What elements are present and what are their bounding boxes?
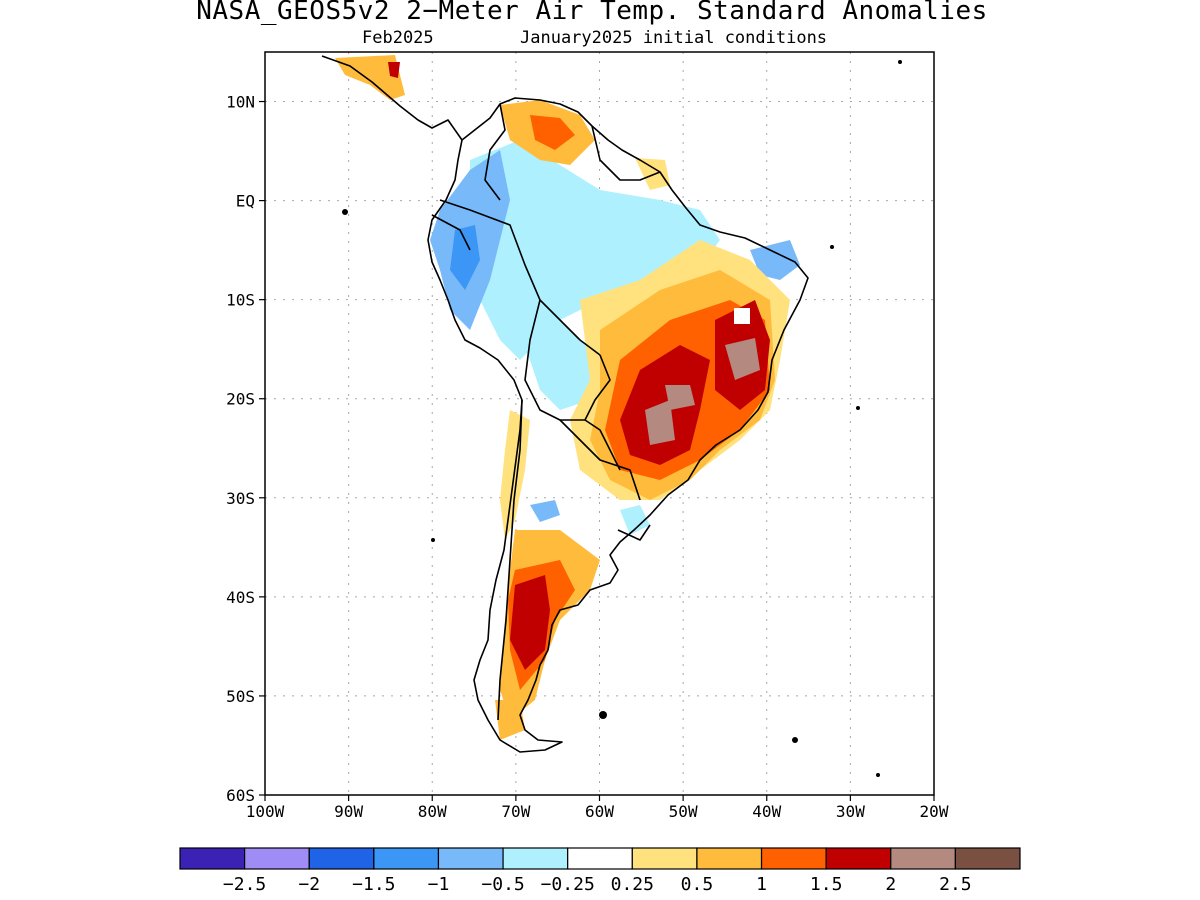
x-tick-label: 70W: [501, 802, 530, 821]
anomaly-blue-uruguay: [620, 505, 650, 535]
anomaly-warm-caribbean-core: [388, 62, 400, 78]
anomaly-warm-venezuela-core: [530, 115, 575, 150]
anomaly-blue-north: [470, 140, 720, 360]
colorbar-label: 2: [885, 874, 896, 895]
anomaly-warm-patagonia: [495, 700, 525, 740]
island-falklands: [599, 711, 607, 719]
colorbar-label: −0.25: [541, 874, 595, 895]
y-axis: 10N EQ 10S 20S 30S 40S 50S 60S: [226, 93, 265, 805]
colorbar-swatch: [760, 847, 827, 870]
colorbar-label: −2: [298, 874, 320, 895]
chart-title: NASA_GEOS5v2 2−Meter Air Temp. Standard …: [196, 0, 988, 26]
x-tick-label: 90W: [334, 802, 363, 821]
islands: [342, 60, 902, 777]
colorbar-swatch: [437, 847, 504, 870]
y-tick-label: 10S: [226, 291, 255, 310]
colorbar-swatch: [631, 847, 698, 870]
island-trindade: [856, 406, 860, 410]
border-andes-amazon: [439, 199, 601, 356]
x-tick-label: 30W: [836, 802, 865, 821]
border-paraguay-argentina: [559, 419, 641, 501]
island-juan-fernandez: [431, 538, 435, 542]
forecast-month: Feb2025: [362, 28, 434, 48]
colorbar: [179, 847, 1021, 870]
y-tick-label: 40S: [226, 588, 255, 607]
x-tick-label: 80W: [418, 802, 447, 821]
x-tick-label: 100W: [246, 802, 285, 821]
anomaly-blue-central: [520, 320, 600, 410]
island-fernando: [830, 245, 834, 249]
x-tick-label: 20W: [920, 802, 949, 821]
y-tick-label: 60S: [226, 786, 255, 805]
x-tick-label: 40W: [752, 802, 781, 821]
y-tick-label: EQ: [236, 192, 255, 211]
x-tick-label: 60W: [585, 802, 614, 821]
colorbar-label: 0.5: [681, 874, 714, 895]
island-sandwich: [876, 773, 880, 777]
colorbar-swatch: [502, 847, 569, 870]
colorbar-label: −2.5: [223, 874, 266, 895]
island-galapagos: [342, 209, 348, 215]
colorbar-label: 0.25: [611, 874, 654, 895]
anomaly-blue-northeast: [750, 240, 800, 280]
map-plot-area: [264, 51, 935, 796]
border-bolivia-paraguay: [524, 299, 585, 421]
colorbar-swatch: [244, 847, 310, 870]
island-caribbean: [898, 60, 902, 64]
coastlines: [321, 55, 809, 753]
colorbar-swatch: [825, 847, 892, 870]
border-uruguay: [617, 524, 651, 541]
anomaly-missing-cell: [734, 308, 750, 324]
colorbar-swatch: [373, 847, 440, 870]
colorbar-label: −1.5: [352, 874, 395, 895]
colorbar-swatch: [567, 847, 633, 870]
border-guianas: [591, 125, 661, 181]
colorbar-swatch: [308, 847, 375, 870]
central-america-outline: [321, 55, 463, 141]
initial-conditions: January2025 initial conditions: [520, 28, 828, 48]
continent-outline: [427, 97, 809, 753]
colorbar-labels: −2.5 −2 −1.5 −1 −0.5 −0.25 0.25 0.5 1 1.5 2 2.5: [223, 874, 972, 895]
border-colombia-venezuela: [484, 103, 506, 201]
colorbar-swatch: [179, 847, 246, 870]
x-axis: 100W 90W 80W 70W 60W 50W 40W 30W 20W: [246, 795, 949, 821]
anomaly-blue-andes-deep: [450, 225, 480, 290]
border-peru-ecuador: [431, 214, 471, 251]
y-tick-label: 10N: [226, 93, 255, 112]
anomaly-extreme-central: [645, 400, 675, 445]
y-tick-label: 20S: [226, 390, 255, 409]
anomaly-warm-argentina-dark: [510, 575, 550, 670]
anomaly-field: [335, 55, 800, 740]
colorbar-label: 2.5: [939, 874, 972, 895]
colorbar-label: −0.5: [481, 874, 524, 895]
colorbar-swatch: [954, 847, 1021, 870]
anomaly-warm-guiana: [635, 158, 670, 190]
anomaly-extreme-central-2: [665, 385, 695, 410]
anomaly-warm-chile: [500, 410, 530, 540]
anomaly-blue-south: [530, 500, 560, 522]
border-argentina-chile: [497, 399, 523, 721]
colorbar-label: 1.5: [810, 874, 843, 895]
y-tick-label: 50S: [226, 687, 255, 706]
y-tick-label: 30S: [226, 489, 255, 508]
anomaly-extreme-east: [725, 338, 760, 380]
island-south-georgia: [792, 737, 798, 743]
x-tick-label: 50W: [669, 802, 698, 821]
anomaly-warm-caribbean: [335, 55, 405, 100]
colorbar-label: −1: [428, 874, 450, 895]
colorbar-swatch: [696, 847, 763, 870]
colorbar-label: 1: [756, 874, 767, 895]
colorbar-swatch: [890, 847, 956, 870]
